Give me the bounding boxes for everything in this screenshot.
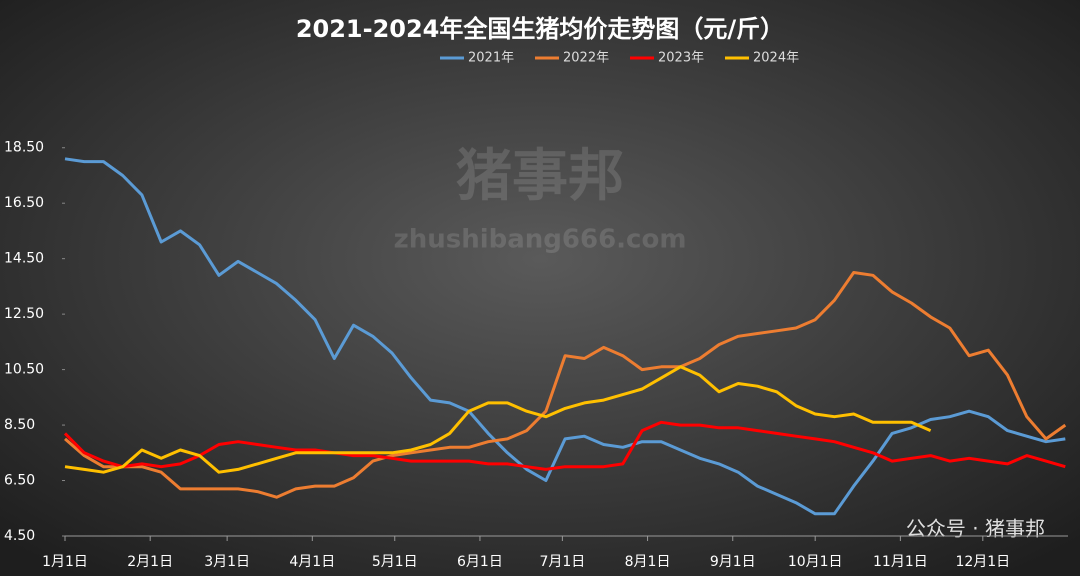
x-tick-label: 9月1日 bbox=[710, 554, 756, 570]
chart-title: 2021-2024年全国生猪均价走势图（元/斤） bbox=[296, 15, 784, 43]
y-tick-label: 12.50 bbox=[4, 306, 44, 322]
x-tick-label: 3月1日 bbox=[204, 554, 250, 570]
plot: 4.50 6.50 8.50 10.50 12.50 14.50 16.50 18.50 1月1… bbox=[4, 51, 1068, 570]
x-tick-label: 11月1日 bbox=[873, 554, 928, 570]
y-tick-label: 6.50 bbox=[4, 473, 35, 489]
x-tick-label: 10月1日 bbox=[788, 554, 843, 570]
legend-label: 2023年 bbox=[658, 51, 704, 66]
y-tick-label: 14.50 bbox=[4, 251, 44, 267]
x-tick-label: 5月1日 bbox=[372, 554, 418, 570]
y-tick-label: 18.50 bbox=[4, 140, 44, 156]
series-line bbox=[64, 271, 1067, 499]
source: 公众号 · 猪事邦 bbox=[906, 517, 1045, 541]
y-tick-label: 8.50 bbox=[4, 417, 35, 433]
x-tick-label: 2月1日 bbox=[127, 554, 173, 570]
series-line bbox=[64, 365, 932, 474]
x-tick-label: 4月1日 bbox=[289, 554, 335, 570]
x-tick-label: 7月1日 bbox=[539, 554, 585, 570]
watermark: 猪事邦 bbox=[456, 144, 624, 209]
y-tick-label: 10.50 bbox=[4, 362, 44, 378]
x-tick-label: 6月1日 bbox=[457, 554, 503, 570]
legend-label: 2021年 bbox=[468, 51, 514, 66]
series-line bbox=[64, 157, 1066, 516]
y-tick-label: 4.50 bbox=[4, 528, 35, 544]
watermark-url: zhushibang666.com bbox=[394, 225, 687, 255]
x-tick-label: 8月1日 bbox=[625, 554, 671, 570]
series-line bbox=[63, 420, 1066, 471]
legend-label: 2022年 bbox=[563, 51, 609, 66]
x-tick-label: 12月1日 bbox=[955, 554, 1010, 570]
legend-label: 2024年 bbox=[753, 51, 799, 66]
y-tick-label: 16.50 bbox=[4, 195, 44, 211]
x-tick-label: 1月1日 bbox=[42, 554, 88, 570]
